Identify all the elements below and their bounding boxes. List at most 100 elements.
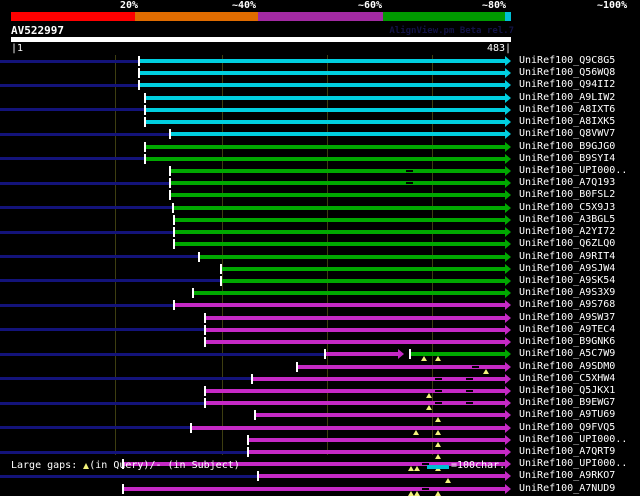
hsp-bar[interactable]: [144, 156, 505, 161]
hsp-bar[interactable]: [192, 291, 505, 296]
hsp-bar[interactable]: [220, 266, 505, 271]
hit-label[interactable]: UniRef100_A9S768: [519, 299, 616, 311]
hit-label[interactable]: UniRef100_C5XHW4: [519, 372, 616, 384]
hsp-bar[interactable]: [220, 278, 505, 283]
hsp-arrow-2: [505, 349, 511, 360]
hit-label[interactable]: UniRef100_UPI000..: [519, 164, 628, 176]
hsp-arrow: [505, 251, 511, 262]
hsp-bar[interactable]: [190, 425, 505, 430]
hsp-start-tick: [254, 410, 256, 421]
gap-in-subject: [466, 389, 473, 392]
hsp-bar[interactable]: [138, 71, 505, 76]
identity-tick-0: 20%: [120, 0, 139, 11]
hsp-bar[interactable]: [122, 462, 505, 467]
hit-label[interactable]: UniRef100_A9LIW2: [519, 91, 616, 103]
row-separator: [0, 255, 198, 259]
hsp-bar[interactable]: [251, 376, 505, 381]
hit-label[interactable]: UniRef100_B9SYI4: [519, 152, 616, 164]
hit-label[interactable]: UniRef100_B9GNK6: [519, 336, 616, 348]
ruler-end-label: 483|: [487, 43, 512, 54]
hsp-bar[interactable]: [173, 217, 505, 222]
hsp-bar[interactable]: [173, 230, 505, 235]
hsp-bar[interactable]: [144, 107, 505, 112]
hsp-bar[interactable]: [173, 242, 505, 247]
row-separator: [0, 132, 169, 136]
hit-label[interactable]: UniRef100_A9SDM0: [519, 360, 616, 372]
hsp-arrow: [505, 422, 511, 433]
hit-label[interactable]: UniRef100_A7Q193: [519, 177, 616, 189]
hsp-bar[interactable]: [324, 352, 398, 357]
hsp-start-tick: [204, 324, 206, 335]
hit-label[interactable]: UniRef100_UPI000..: [519, 458, 628, 470]
hit-label[interactable]: UniRef100_A7NUD9: [519, 482, 616, 494]
hsp-bar[interactable]: [169, 168, 505, 173]
footer-legend: Large gaps: (in Query)/- (in Subject) =1…: [0, 456, 640, 476]
hit-label[interactable]: UniRef100_Q8VWV7: [519, 128, 616, 140]
hsp-bar[interactable]: [296, 364, 505, 369]
hit-label[interactable]: UniRef100_Q56WQ8: [519, 67, 616, 79]
hsp-bar[interactable]: [172, 205, 505, 210]
hsp-arrow: [505, 459, 511, 470]
hsp-arrow: [505, 227, 511, 238]
gap-in-query: [414, 490, 420, 496]
hsp-start-tick: [122, 483, 124, 494]
hit-label[interactable]: UniRef100_B0FSL2: [519, 189, 616, 201]
hit-label[interactable]: UniRef100_A9RIT4: [519, 250, 616, 262]
hsp-bar[interactable]: [247, 437, 505, 442]
identity-tick-1: ~40%: [232, 0, 257, 11]
hit-label[interactable]: UniRef100_A9SW37: [519, 311, 616, 323]
hit-label[interactable]: UniRef100_A7QRT9: [519, 446, 616, 458]
hit-label[interactable]: UniRef100_A9S3X9: [519, 287, 616, 299]
identity-tick-2: ~60%: [358, 0, 383, 11]
hit-label[interactable]: UniRef100_Q6ZLQ0: [519, 238, 616, 250]
hsp-bar[interactable]: [247, 450, 505, 455]
hsp-bar[interactable]: [169, 181, 505, 186]
hit-label[interactable]: UniRef100_A2YI72: [519, 226, 616, 238]
hsp-bar[interactable]: [173, 303, 505, 308]
hit-label[interactable]: UniRef100_A9SK54: [519, 274, 616, 286]
hit-label[interactable]: UniRef100_Q5JKX1: [519, 384, 616, 396]
hit-label[interactable]: UniRef100_A9TU69: [519, 409, 616, 421]
hit-label[interactable]: UniRef100_A3BGL5: [519, 213, 616, 225]
hit-label[interactable]: UniRef100_UPI000..: [519, 433, 628, 445]
hit-label[interactable]: UniRef100_Q9FVQ5: [519, 421, 616, 433]
hsp-bar[interactable]: [122, 486, 505, 491]
hsp-bar[interactable]: [144, 144, 505, 149]
gap-in-subject: [435, 389, 442, 392]
hit-label[interactable]: UniRef100_B9GJG0: [519, 140, 616, 152]
hsp-bar[interactable]: [204, 327, 505, 332]
hsp-bar[interactable]: [169, 193, 505, 198]
hsp-bar[interactable]: [138, 59, 505, 63]
hsp-arrow: [505, 165, 511, 176]
hsp-bar[interactable]: [144, 120, 505, 125]
gap-in-query: [413, 429, 419, 435]
hit-label[interactable]: UniRef100_A5C7W9: [519, 348, 616, 360]
hsp-bar[interactable]: [204, 401, 505, 406]
hit-label[interactable]: UniRef100_B9EWG7: [519, 397, 616, 409]
hsp-bar-2[interactable]: [409, 352, 505, 357]
gap-in-subject: [472, 365, 479, 368]
hsp-bar[interactable]: [169, 132, 505, 137]
hit-label[interactable]: UniRef100_Q9C8G5: [519, 55, 616, 66]
hit-label[interactable]: UniRef100_Q94II2: [519, 79, 616, 91]
hsp-bar[interactable]: [204, 388, 505, 393]
hit-label[interactable]: UniRef100_A9SJW4: [519, 262, 616, 274]
hit-label[interactable]: UniRef100_A8IXT6: [519, 103, 616, 115]
identity-tick-4: ~100%: [597, 0, 628, 11]
row-separator: [0, 352, 324, 356]
hsp-bar[interactable]: [198, 254, 505, 259]
query-title: AV522997: [11, 24, 64, 37]
query-bar: [11, 37, 511, 42]
hit-label[interactable]: UniRef100_C5X9J3: [519, 201, 616, 213]
identity-segment-under-40: [11, 12, 135, 21]
hsp-arrow: [505, 239, 511, 250]
hsp-bar[interactable]: [204, 315, 505, 320]
hit-label[interactable]: UniRef100_A9TEC4: [519, 323, 616, 335]
hsp-bar[interactable]: [138, 83, 505, 88]
hsp-bar[interactable]: [204, 340, 505, 345]
row-separator: [0, 450, 247, 454]
hit-label[interactable]: UniRef100_A8IXK5: [519, 116, 616, 128]
hsp-bar[interactable]: [254, 413, 505, 418]
hsp-bar[interactable]: [144, 95, 505, 100]
